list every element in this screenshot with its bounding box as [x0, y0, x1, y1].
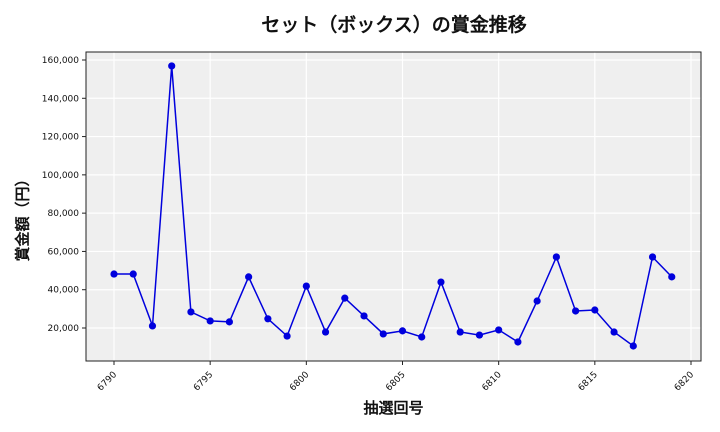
x-tick-label: 6805: [384, 370, 407, 393]
data-point: [245, 273, 253, 281]
data-point: [495, 326, 503, 334]
y-tick-label: 60,000: [48, 247, 80, 257]
data-point: [398, 327, 407, 335]
data-point: [360, 312, 368, 320]
data-point: [533, 297, 541, 305]
data-point: [437, 278, 445, 286]
x-tick-label: 6800: [288, 370, 311, 393]
data-point: [591, 306, 599, 314]
x-tick-label: 6810: [481, 370, 504, 393]
x-axis-label: 抽選回号: [363, 399, 424, 417]
data-point: [321, 328, 330, 336]
data-point: [302, 282, 310, 290]
x-tick-label: 6795: [192, 370, 215, 393]
plot-frame: [85, 51, 702, 362]
data-point: [129, 270, 137, 278]
data-point: [168, 62, 176, 70]
x-tick-label: 6820: [673, 370, 696, 393]
y-tick-label: 120,000: [42, 133, 79, 143]
y-tick-label: 100,000: [42, 171, 79, 181]
data-point: [514, 338, 522, 346]
data-point: [456, 328, 464, 336]
data-point: [418, 333, 426, 341]
y-tick-label: 140,000: [42, 94, 79, 104]
y-tick-label: 40,000: [48, 286, 80, 296]
data-point: [148, 322, 157, 330]
data-markers: [110, 62, 676, 350]
grid-lines: [86, 52, 701, 361]
data-point: [187, 308, 195, 316]
data-point: [552, 253, 560, 261]
data-point: [572, 307, 580, 315]
chart-title: セット（ボックス）の賞金推移: [261, 14, 527, 36]
data-point: [475, 331, 484, 339]
data-point: [668, 273, 676, 281]
data-point: [379, 330, 387, 338]
y-tick-label: 80,000: [48, 209, 80, 219]
data-point: [110, 270, 118, 278]
data-point: [610, 328, 618, 336]
data-point: [206, 317, 214, 325]
y-tick-label: 20,000: [48, 324, 80, 334]
data-point: [283, 332, 291, 340]
x-tick-label: 6790: [96, 370, 119, 393]
x-tick-label: 6815: [577, 370, 600, 393]
data-point: [648, 253, 657, 261]
data-point: [264, 315, 272, 323]
data-point: [341, 294, 349, 302]
data-point: [225, 318, 233, 326]
data-point: [629, 342, 637, 350]
y-tick-label: 160,000: [42, 56, 79, 66]
